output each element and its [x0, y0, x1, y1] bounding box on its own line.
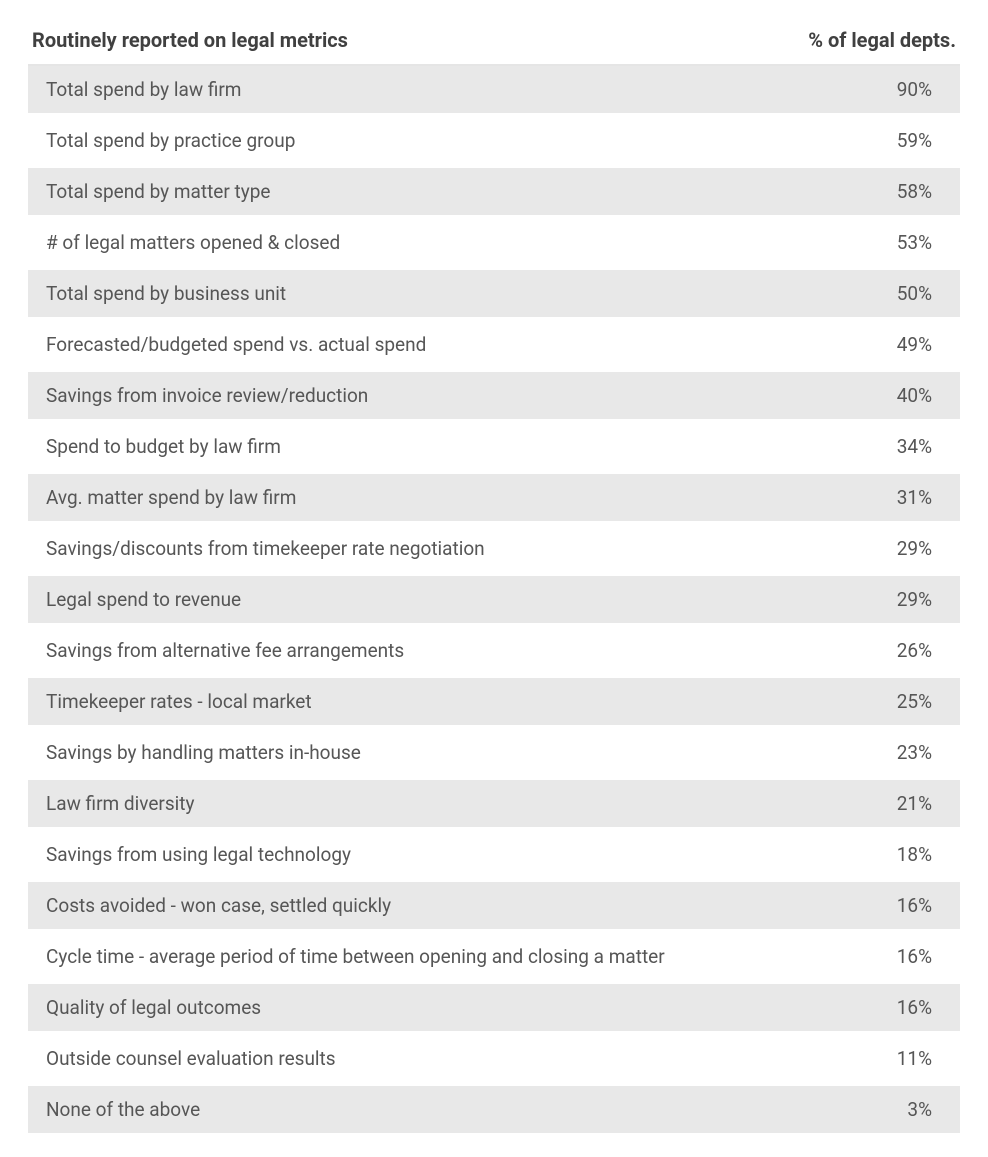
row-value: 21%: [897, 792, 942, 815]
row-label: Savings by handling matters in-house: [46, 741, 361, 764]
row-label: Total spend by matter type: [46, 180, 270, 203]
row-label: Spend to budget by law firm: [46, 435, 281, 458]
table-row: Savings from alternative fee arrangement…: [28, 627, 960, 678]
row-label: Outside counsel evaluation results: [46, 1047, 336, 1070]
row-label: Savings from invoice review/reduction: [46, 384, 368, 407]
table-row: Law firm diversity 21%: [28, 780, 960, 831]
row-label: Total spend by business unit: [46, 282, 286, 305]
row-value: 34%: [897, 435, 942, 458]
row-value: 31%: [897, 486, 942, 509]
table-row: Cycle time - average period of time betw…: [28, 933, 960, 984]
header-value: % of legal depts.: [808, 28, 956, 52]
table-row: None of the above 3%: [28, 1086, 960, 1137]
table-row: Timekeeper rates - local market 25%: [28, 678, 960, 729]
row-value: 18%: [897, 843, 942, 866]
row-value: 29%: [897, 588, 942, 611]
row-label: Legal spend to revenue: [46, 588, 241, 611]
table-row: Outside counsel evaluation results 11%: [28, 1035, 960, 1086]
header-label: Routinely reported on legal metrics: [32, 28, 348, 52]
row-label: Savings from using legal technology: [46, 843, 351, 866]
table-row: Total spend by practice group 59%: [28, 117, 960, 168]
table-body: Total spend by law firm90%Total spend by…: [28, 66, 960, 1137]
table-row: Savings from invoice review/reduction 40%: [28, 372, 960, 423]
row-value: 23%: [897, 741, 942, 764]
row-value: 40%: [897, 384, 942, 407]
row-value: 16%: [897, 894, 942, 917]
row-value: 90%: [897, 78, 942, 101]
row-value: 25%: [897, 690, 942, 713]
row-label: Costs avoided - won case, settled quickl…: [46, 894, 391, 917]
row-value: 16%: [897, 996, 942, 1019]
table-row: Total spend by matter type 58%: [28, 168, 960, 219]
row-label: Savings from alternative fee arrangement…: [46, 639, 404, 662]
row-value: 29%: [897, 537, 942, 560]
row-label: Avg. matter spend by law firm: [46, 486, 296, 509]
row-label: Total spend by practice group: [46, 129, 295, 152]
table-row: Savings from using legal technology 18%: [28, 831, 960, 882]
row-value: 3%: [907, 1098, 942, 1121]
metrics-table: Routinely reported on legal metrics % of…: [28, 20, 960, 1137]
table-row: Legal spend to revenue 29%: [28, 576, 960, 627]
row-label: Cycle time - average period of time betw…: [46, 945, 665, 968]
table-row: Quality of legal outcomes 16%: [28, 984, 960, 1035]
row-label: Quality of legal outcomes: [46, 996, 261, 1019]
table-row: # of legal matters opened & closed 53%: [28, 219, 960, 270]
row-value: 53%: [897, 231, 942, 254]
row-label: Law firm diversity: [46, 792, 194, 815]
row-value: 49%: [897, 333, 942, 356]
table-row: Total spend by business unit 50%: [28, 270, 960, 321]
table-row: Total spend by law firm 90%: [28, 66, 960, 117]
table-row: Forecasted/budgeted spend vs. actual spe…: [28, 321, 960, 372]
row-label: Timekeeper rates - local market: [46, 690, 312, 713]
table-row: Savings by handling matters in-house 23%: [28, 729, 960, 780]
row-label: Forecasted/budgeted spend vs. actual spe…: [46, 333, 426, 356]
table-header-row: Routinely reported on legal metrics % of…: [28, 20, 960, 66]
table-row: Costs avoided - won case, settled quickl…: [28, 882, 960, 933]
row-label: Savings/discounts from timekeeper rate n…: [46, 537, 485, 560]
row-value: 16%: [897, 945, 942, 968]
row-value: 50%: [897, 282, 942, 305]
row-label: # of legal matters opened & closed: [46, 231, 340, 254]
row-value: 58%: [897, 180, 942, 203]
row-label: Total spend by law firm: [46, 78, 241, 101]
row-value: 11%: [897, 1047, 942, 1070]
row-value: 26%: [897, 639, 942, 662]
table-row: Spend to budget by law firm 34%: [28, 423, 960, 474]
table-row: Savings/discounts from timekeeper rate n…: [28, 525, 960, 576]
row-label: None of the above: [46, 1098, 200, 1121]
row-value: 59%: [897, 129, 942, 152]
table-row: Avg. matter spend by law firm 31%: [28, 474, 960, 525]
